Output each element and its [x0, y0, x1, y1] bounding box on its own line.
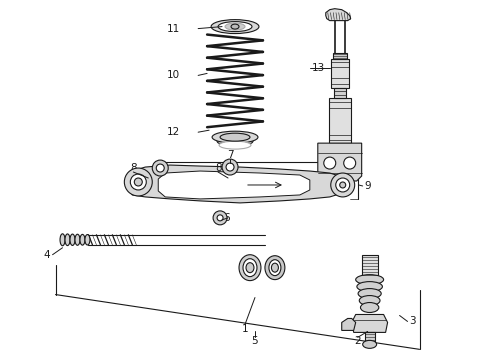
- Ellipse shape: [85, 234, 90, 245]
- Ellipse shape: [246, 263, 254, 273]
- Circle shape: [331, 173, 355, 197]
- Bar: [365, 332, 375, 345]
- Ellipse shape: [217, 136, 253, 146]
- Ellipse shape: [356, 275, 384, 285]
- Circle shape: [324, 157, 336, 169]
- Circle shape: [213, 211, 227, 225]
- Polygon shape: [128, 165, 345, 203]
- Text: 3: 3: [410, 316, 416, 327]
- Ellipse shape: [269, 260, 281, 276]
- Circle shape: [336, 178, 350, 192]
- Ellipse shape: [271, 263, 278, 272]
- Ellipse shape: [361, 302, 379, 312]
- Ellipse shape: [218, 22, 252, 32]
- Ellipse shape: [225, 23, 245, 30]
- Ellipse shape: [212, 131, 258, 143]
- Text: 2: 2: [354, 336, 361, 346]
- Bar: [334, 88, 346, 98]
- Polygon shape: [352, 315, 388, 332]
- Ellipse shape: [265, 256, 285, 280]
- Bar: [333, 54, 347, 59]
- Circle shape: [222, 159, 238, 175]
- Ellipse shape: [65, 234, 70, 246]
- Text: 7: 7: [227, 150, 233, 160]
- Text: 5: 5: [252, 336, 258, 346]
- Ellipse shape: [219, 141, 251, 149]
- Circle shape: [156, 164, 164, 172]
- Polygon shape: [158, 171, 310, 199]
- Ellipse shape: [363, 340, 377, 348]
- Bar: [329, 98, 351, 143]
- Text: 10: 10: [167, 71, 180, 80]
- Text: 4: 4: [44, 250, 50, 260]
- Polygon shape: [342, 319, 356, 330]
- Text: 1: 1: [242, 324, 248, 334]
- Circle shape: [124, 168, 152, 196]
- Circle shape: [134, 178, 142, 186]
- Ellipse shape: [231, 24, 239, 29]
- Bar: [331, 59, 349, 88]
- Polygon shape: [326, 9, 351, 21]
- Circle shape: [343, 157, 356, 169]
- Ellipse shape: [75, 234, 80, 245]
- Text: 9: 9: [365, 181, 371, 191]
- Circle shape: [217, 215, 223, 221]
- Ellipse shape: [80, 234, 85, 245]
- Circle shape: [340, 182, 346, 188]
- Ellipse shape: [357, 282, 382, 292]
- Circle shape: [152, 160, 168, 176]
- Text: 11: 11: [167, 24, 180, 33]
- Circle shape: [226, 163, 234, 171]
- Ellipse shape: [243, 259, 257, 276]
- Ellipse shape: [70, 234, 75, 246]
- Text: 6: 6: [223, 213, 230, 223]
- Polygon shape: [318, 143, 362, 181]
- Circle shape: [130, 174, 147, 190]
- Ellipse shape: [220, 133, 250, 141]
- Ellipse shape: [60, 234, 65, 246]
- Text: 8: 8: [130, 163, 137, 173]
- Ellipse shape: [239, 255, 261, 280]
- Ellipse shape: [211, 20, 259, 33]
- Bar: [362, 255, 378, 276]
- Ellipse shape: [358, 289, 381, 298]
- Text: 13: 13: [312, 63, 325, 73]
- Ellipse shape: [359, 296, 380, 306]
- Text: 12: 12: [167, 127, 180, 137]
- Text: 8: 8: [215, 163, 221, 173]
